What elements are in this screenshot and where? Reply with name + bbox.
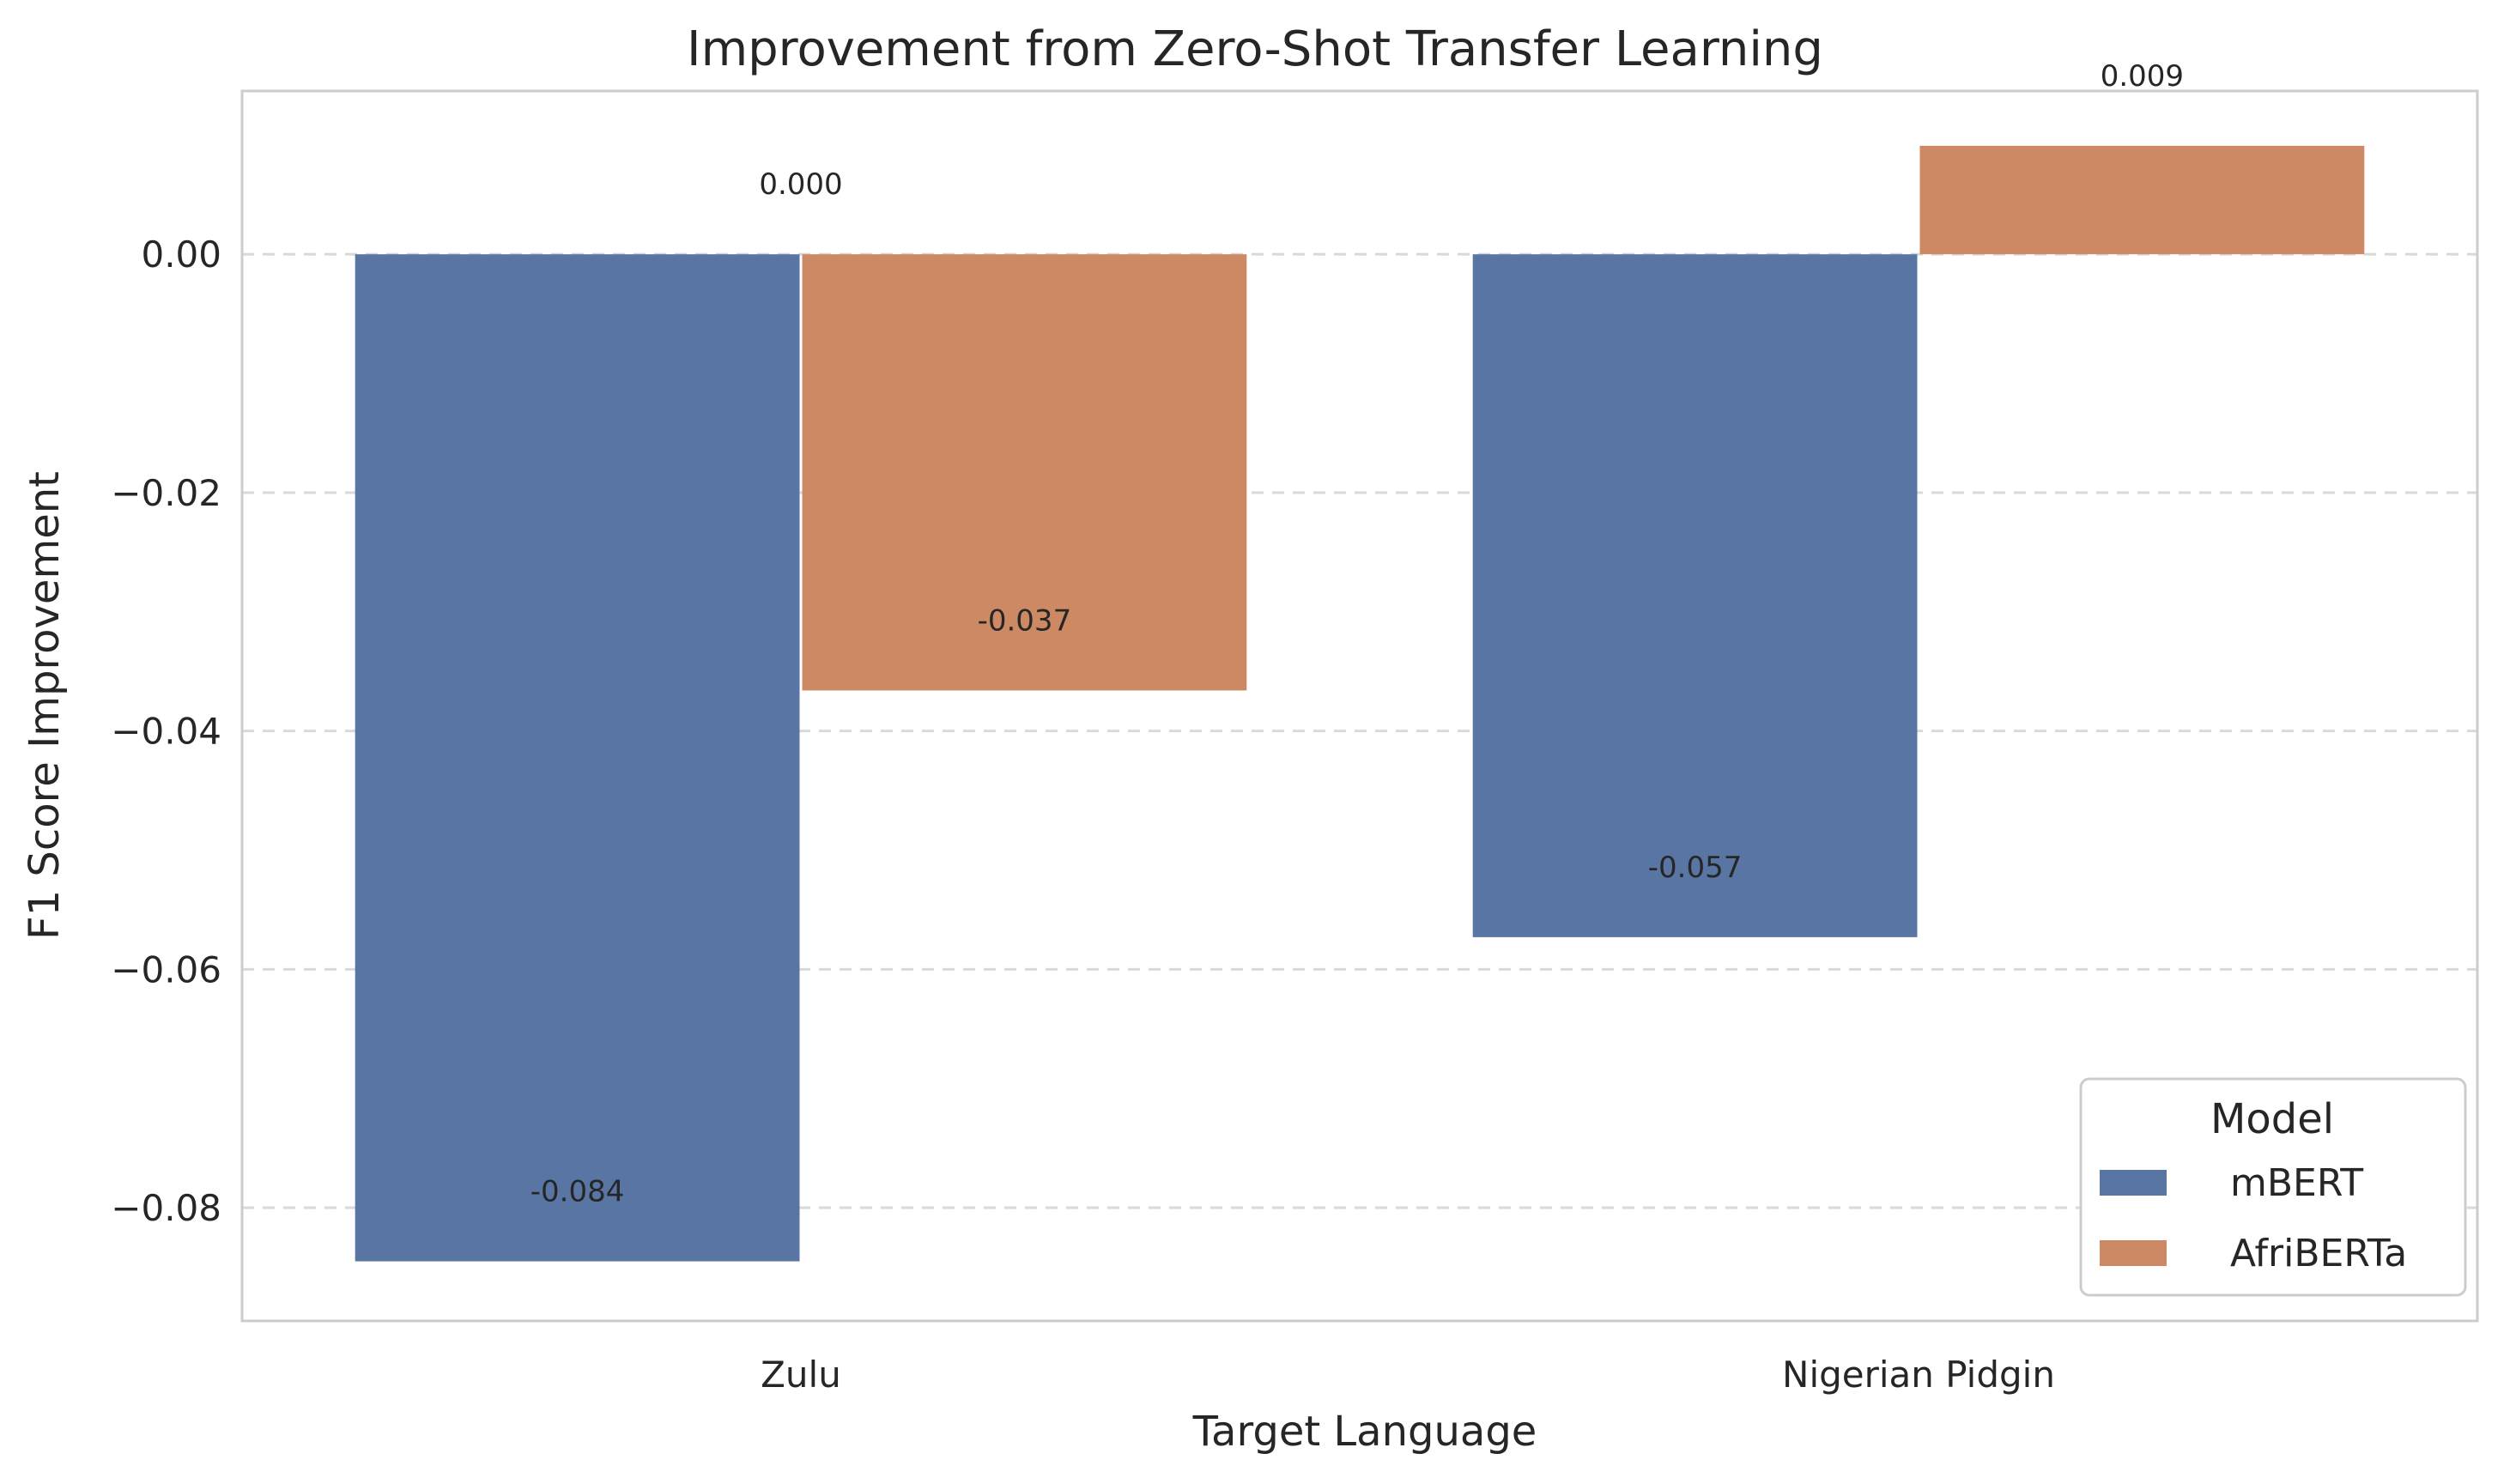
bars (355, 145, 2365, 1262)
legend-label-afriberta: AfriBERTa (2230, 1232, 2407, 1275)
x-tick-label: Nigerian Pidgin (1782, 1354, 2055, 1396)
legend: Model mBERT AfriBERTa (2079, 1077, 2467, 1297)
bar-mbert-zulu (355, 254, 800, 1262)
y-tick-label: 0.00 (141, 233, 221, 276)
bar-labels: -0.084 -0.057 -0.037 0.009 0.000 (530, 59, 2184, 1209)
bar-mbert-nigerian-pidgin (1472, 254, 1918, 937)
bar-afriberta-zulu (802, 254, 1247, 691)
y-tick-label: −0.08 (111, 1187, 221, 1229)
bar-value-label: 0.009 (2101, 59, 2184, 94)
plot-frame (240, 89, 2479, 1323)
legend-swatch-afriberta (2100, 1240, 2167, 1266)
bar-value-label: -0.037 (978, 603, 1072, 638)
bar-value-label: 0.000 (759, 167, 842, 202)
x-tick-label: Zulu (761, 1354, 841, 1396)
legend-title: Model (2210, 1095, 2334, 1143)
bar-value-label: -0.084 (530, 1175, 625, 1209)
y-tick-label: −0.02 (111, 472, 221, 514)
y-axis-label: F1 Score Improvement (21, 471, 69, 940)
legend-swatch-mbert (2100, 1170, 2167, 1196)
y-tick-label: −0.06 (111, 948, 221, 990)
y-axis-ticks: 0.00 −0.02 −0.04 −0.06 −0.08 (111, 233, 221, 1229)
bar-afriberta-nigerian-pidgin (1919, 145, 2365, 255)
x-axis-label: Target Language (1192, 1408, 1537, 1456)
bar-value-label: -0.057 (1648, 851, 1743, 885)
x-axis-ticks: Zulu Nigerian Pidgin (761, 1354, 2055, 1396)
y-tick-label: −0.04 (111, 711, 221, 753)
legend-box (2079, 1077, 2467, 1297)
chart-title: Improvement from Zero-Shot Transfer Lear… (687, 21, 1823, 77)
legend-label-mbert: mBERT (2230, 1161, 2363, 1205)
